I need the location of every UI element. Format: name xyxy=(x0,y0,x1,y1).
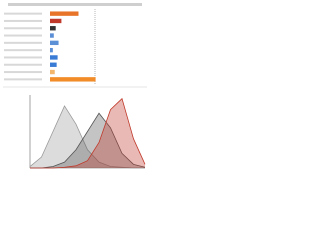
density-area xyxy=(30,105,145,168)
row-label-block xyxy=(4,41,42,44)
bar xyxy=(50,33,54,38)
bar xyxy=(50,77,96,82)
row-label-block xyxy=(4,63,42,66)
density-line xyxy=(30,97,146,169)
bar xyxy=(50,69,55,75)
page: (() => { const data = JSON.parse(documen… xyxy=(0,0,150,174)
bar xyxy=(50,18,62,24)
density-area xyxy=(30,113,145,168)
density-panel xyxy=(29,97,146,169)
row-label-block xyxy=(4,34,42,37)
title-block xyxy=(8,3,142,6)
bar xyxy=(50,11,79,16)
row-label-block xyxy=(4,71,42,74)
row-label-block xyxy=(4,27,42,30)
row-label-block xyxy=(4,12,42,15)
density-line xyxy=(29,105,145,169)
bar xyxy=(50,55,58,60)
forest-panel xyxy=(4,11,96,82)
bar xyxy=(50,40,59,46)
row-label-block xyxy=(4,49,42,52)
figure xyxy=(0,0,150,174)
bar xyxy=(50,62,57,67)
bar xyxy=(50,47,53,53)
density-area xyxy=(30,98,145,168)
density-line xyxy=(30,112,146,169)
row-label-block xyxy=(4,78,42,81)
row-label-block xyxy=(4,56,42,59)
bar xyxy=(50,26,56,31)
row-label-block xyxy=(4,19,42,22)
